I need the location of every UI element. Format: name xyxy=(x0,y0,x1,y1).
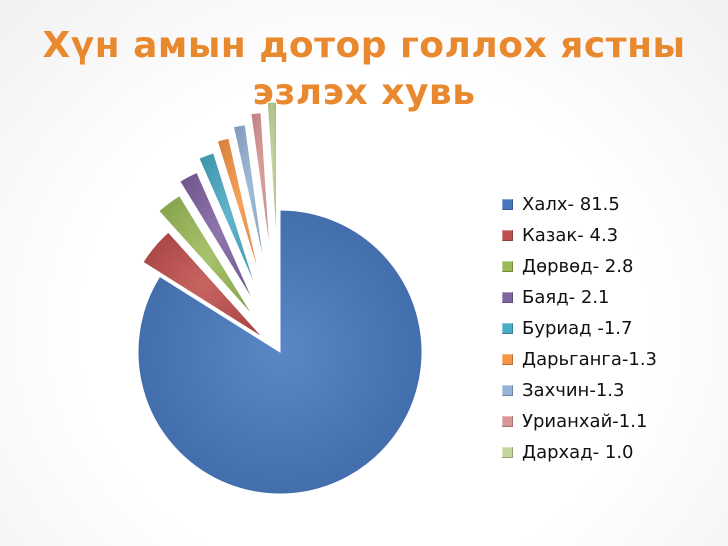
legend-swatch xyxy=(502,199,513,210)
pie-slice-kazakh xyxy=(142,231,264,339)
legend-swatch xyxy=(502,354,513,365)
legend-label: Дархад- 1.0 xyxy=(522,442,634,463)
pie-slice-khalkh xyxy=(137,209,423,495)
legend-item-bayad: Баяд- 2.1 xyxy=(502,282,722,313)
chart-title-line-2: эзлэх хувь xyxy=(252,72,476,113)
legend-item-durvud: Дөрвөд- 2.8 xyxy=(502,251,722,282)
pie-slice-durvud xyxy=(158,194,255,318)
legend-label: Урианхай-1.1 xyxy=(522,411,648,432)
pie-slice-buriad xyxy=(198,152,257,289)
legend-swatch xyxy=(502,292,513,303)
legend-item-darkhad: Дархад- 1.0 xyxy=(502,437,722,468)
pie-slice-uriankhai xyxy=(250,112,271,255)
chart-title-line-1: Хүн амын дотор голлох ястны xyxy=(42,25,686,66)
legend-swatch xyxy=(502,447,513,458)
legend-item-khalkh: Халх- 81.5 xyxy=(502,189,722,220)
legend-swatch xyxy=(502,385,513,396)
legend-item-buriad: Буриад -1.7 xyxy=(502,313,722,344)
legend-item-uriankhai: Урианхай-1.1 xyxy=(502,406,722,437)
chart-legend: Халх- 81.5 Казак- 4.3 Дөрвөд- 2.8 Баяд- 2.1… xyxy=(502,189,722,468)
legend-label: Дөрвөд- 2.8 xyxy=(522,256,634,277)
legend-swatch xyxy=(502,230,513,241)
legend-swatch xyxy=(502,416,513,427)
pie-slice-zakhchin xyxy=(232,124,265,266)
pie-slice-dariganga xyxy=(216,137,261,277)
legend-label: Дарьганга-1.3 xyxy=(522,349,657,370)
legend-item-dariganga: Дарьганга-1.3 xyxy=(502,344,722,375)
legend-swatch xyxy=(502,323,513,334)
legend-label: Халх- 81.5 xyxy=(522,194,620,215)
legend-label: Казак- 4.3 xyxy=(522,225,619,246)
legend-label: Захчин-1.3 xyxy=(522,380,625,401)
legend-label: Буриад -1.7 xyxy=(522,318,633,339)
legend-item-kazakh: Казак- 4.3 xyxy=(502,220,722,251)
pie-slice-bayad xyxy=(179,171,255,303)
legend-item-zakhchin: Захчин-1.3 xyxy=(502,375,722,406)
pie-slice-darkhad xyxy=(266,101,278,245)
chart-title: Хүн амын дотор голлох ястны эзлэх хувь xyxy=(40,22,688,116)
legend-label: Баяд- 2.1 xyxy=(522,287,610,308)
legend-swatch xyxy=(502,261,513,272)
